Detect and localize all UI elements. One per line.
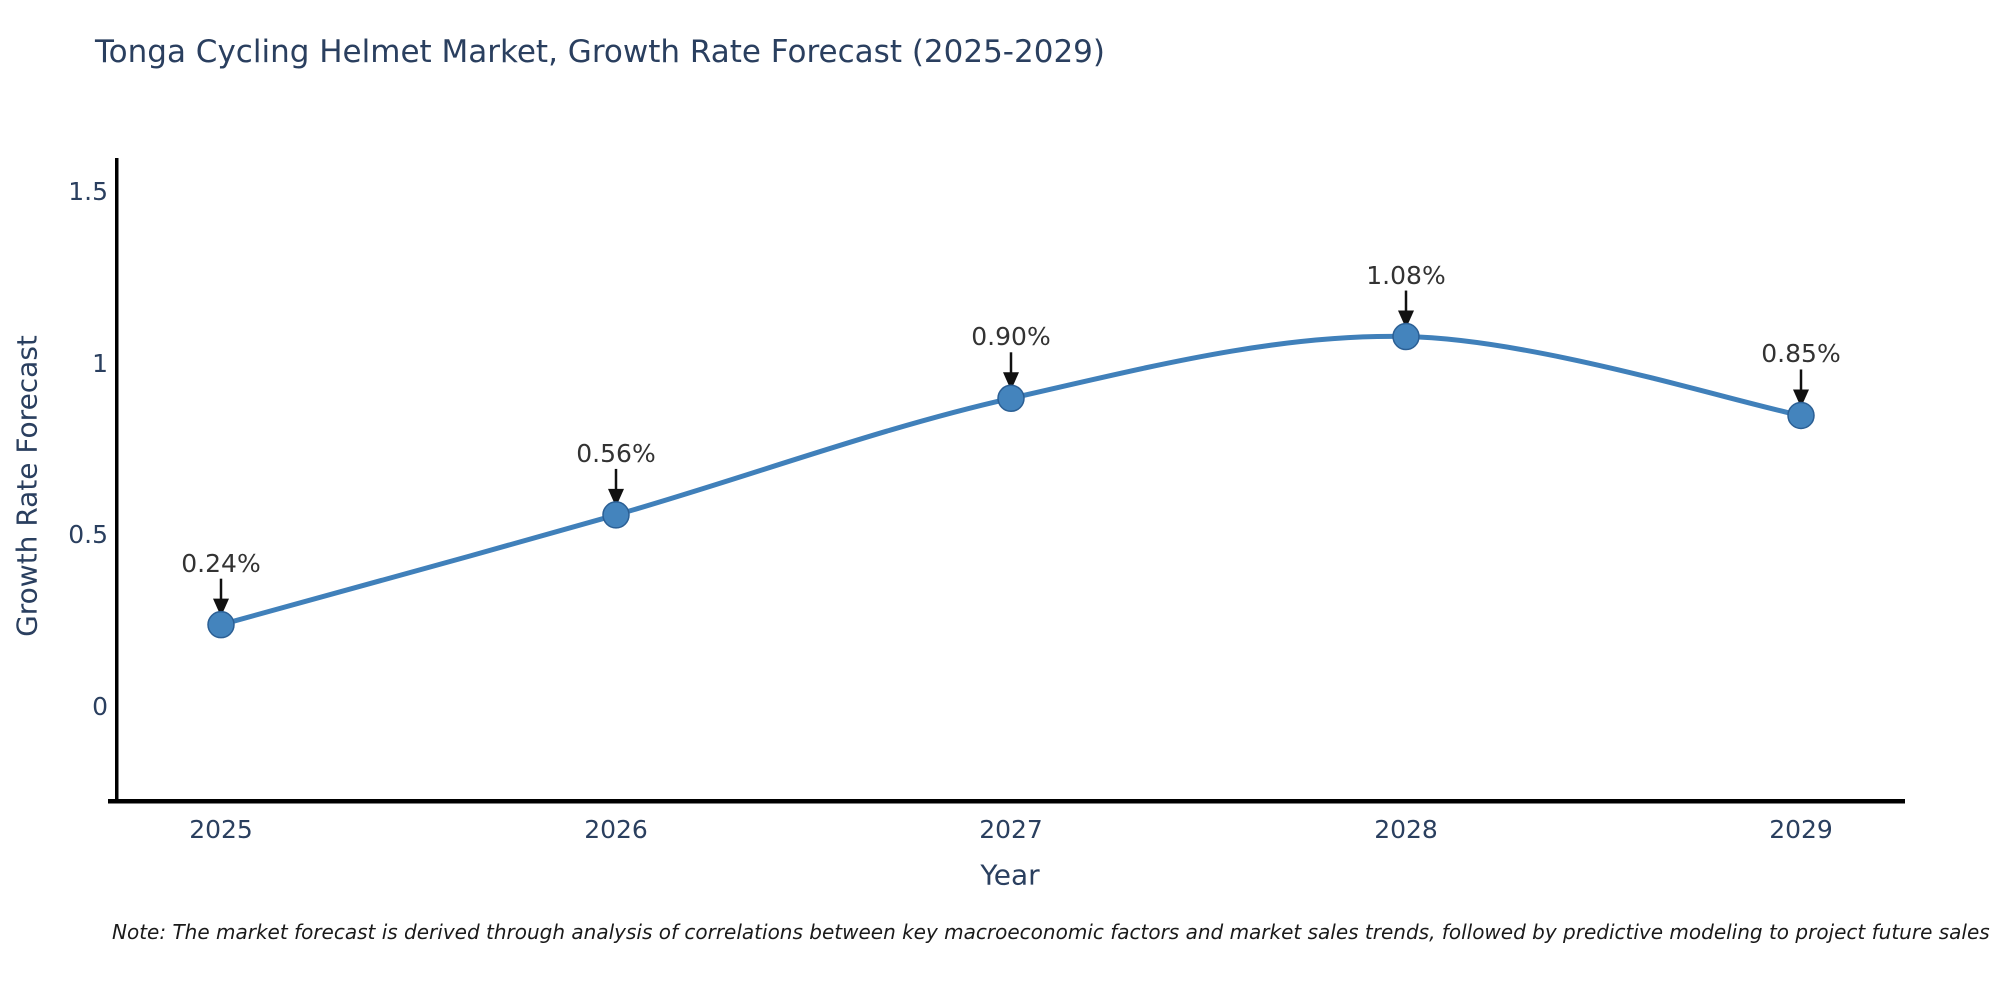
y-tick-label: 1.5: [68, 177, 108, 206]
arrow-head-icon: [213, 598, 229, 617]
x-tick-label: 2027: [979, 815, 1043, 844]
point-annotation: 0.56%: [576, 438, 656, 468]
arrow-head-icon: [1793, 389, 1809, 408]
data-point: [602, 501, 630, 529]
arrow-head-icon: [1003, 372, 1019, 391]
point-annotation: 0.85%: [1761, 339, 1841, 369]
x-tick-label: 2025: [189, 815, 253, 844]
y-tick-label: 0: [92, 692, 108, 721]
data-point: [997, 384, 1025, 413]
data-point: [1787, 401, 1815, 430]
arrow-head-icon: [1398, 310, 1414, 329]
chart-title: Tonga Cycling Helmet Market, Growth Rate…: [95, 34, 1105, 70]
x-axis-title: Year: [980, 858, 1040, 892]
x-axis-line: [108, 799, 1905, 804]
y-tick-label: 0.5: [68, 520, 108, 549]
annotation-arrows: [213, 290, 1809, 617]
footnote: Note: The market forecast is derived thr…: [112, 920, 1990, 944]
data-point: [1392, 322, 1420, 351]
arrow-head-icon: [608, 488, 624, 507]
y-axis-title: Growth Rate Forecast: [10, 335, 44, 637]
x-tick-label: 2028: [1374, 815, 1438, 844]
point-annotation: 0.90%: [971, 322, 1051, 352]
point-annotation: 1.08%: [1366, 260, 1446, 290]
x-tick-label: 2026: [584, 815, 648, 844]
y-tick-label: 1: [92, 349, 108, 378]
y-axis-line: [115, 158, 119, 803]
data-point-markers: [207, 322, 1815, 639]
data-point: [207, 610, 235, 639]
point-annotation: 0.24%: [181, 548, 261, 578]
x-tick-label: 2029: [1769, 815, 1833, 844]
